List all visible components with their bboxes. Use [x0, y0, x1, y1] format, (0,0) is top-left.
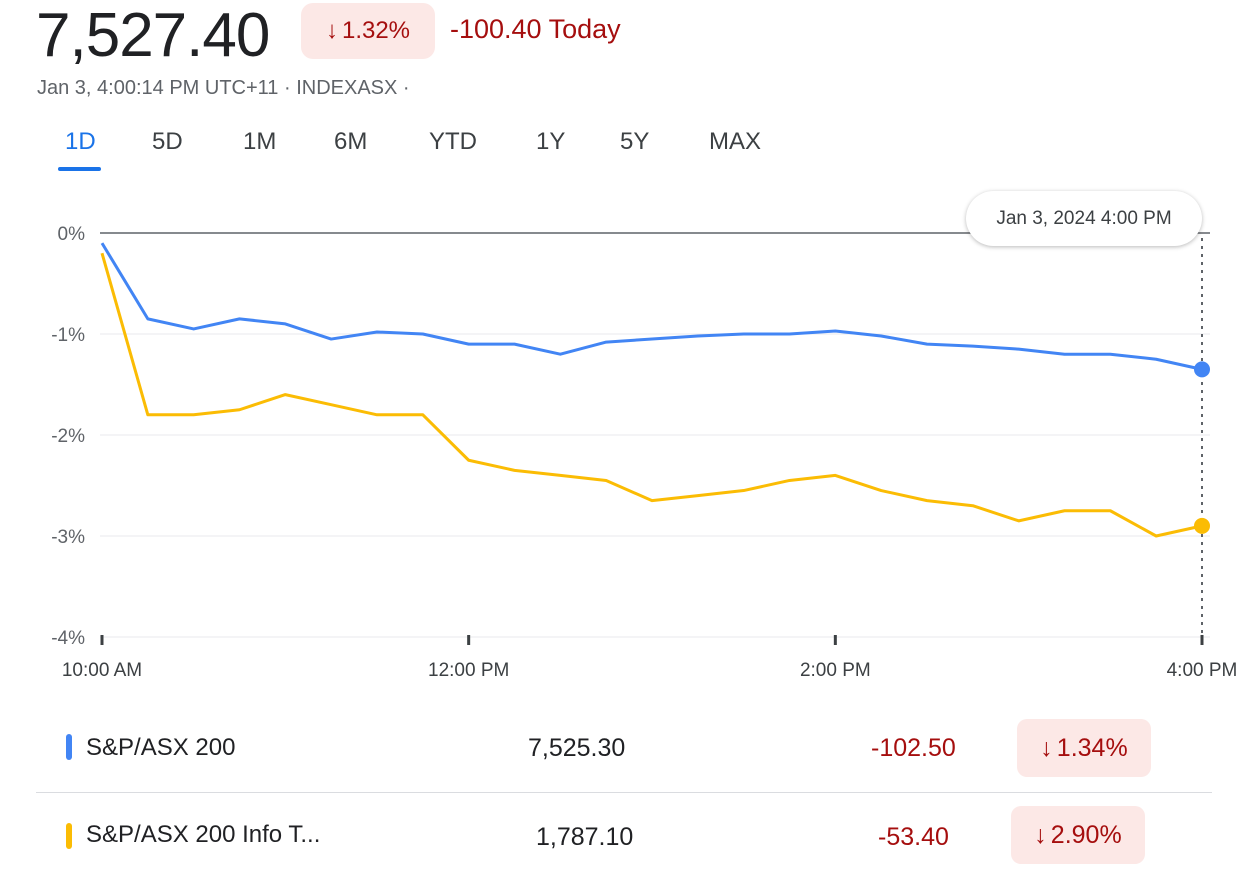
row-change-percent: 1.34% — [1056, 733, 1128, 762]
tab-1y[interactable]: 1Y — [536, 128, 566, 155]
tab-6m[interactable]: 6M — [334, 128, 368, 155]
series-line — [100, 242, 1203, 371]
change-percent-label: 1.32% — [341, 17, 411, 44]
tab-ytd[interactable]: YTD — [429, 128, 477, 155]
row-change: -53.40 — [878, 823, 949, 851]
x-tick-label: 4:00 PM — [1167, 660, 1238, 681]
price-chart[interactable]: 0% -1% -2% -3% -4% 10:00 AM 12:00 PM 2:00 PM 4:0… — [0, 180, 1250, 690]
x-tick-label: 12:00 PM — [428, 660, 509, 681]
y-tick-label: -4% — [51, 628, 85, 649]
row-change-percent-badge: ↓ 2.90% — [1011, 806, 1145, 864]
tab-1d[interactable]: 1D — [65, 128, 96, 155]
price-value: 7,527.40 — [36, 1, 270, 70]
row-value: 1,787.10 — [536, 823, 634, 851]
change-today-label: -100.40 Today — [450, 14, 621, 44]
comparison-row[interactable]: S&P/ASX 200 Info T... 1,787.10 -53.40 ↓ … — [36, 793, 1212, 879]
tab-5d[interactable]: 5D — [152, 128, 183, 155]
y-tick-label: -3% — [51, 527, 85, 548]
comparison-row[interactable]: S&P/ASX 200 7,525.30 -102.50 ↓ 1.34% — [36, 706, 1212, 792]
arrow-down-icon: ↓ — [1034, 820, 1047, 849]
tab-max[interactable]: MAX — [709, 128, 762, 155]
series-end-point — [1194, 517, 1210, 534]
tab-5y[interactable]: 5Y — [620, 128, 650, 155]
y-tick-label: -2% — [51, 426, 85, 447]
row-divider — [36, 792, 1212, 793]
y-tick-label: -1% — [51, 325, 85, 346]
row-change-percent: 2.90% — [1050, 820, 1122, 849]
change-percent-badge: ↓ 1.32% — [301, 3, 435, 59]
arrow-down-icon: ↓ — [325, 17, 338, 44]
y-tick-label: 0% — [58, 224, 86, 245]
x-tick-label: 10:00 AM — [62, 660, 142, 681]
row-change-percent-badge: ↓ 1.34% — [1017, 719, 1151, 777]
series-color-indicator — [66, 734, 72, 760]
row-name: S&P/ASX 200 — [86, 734, 236, 761]
tab-1m[interactable]: 1M — [243, 128, 277, 155]
row-value: 7,525.30 — [528, 734, 626, 762]
quote-meta: Jan 3, 4:00:14 PM UTC+11 · INDEXASX · — [37, 77, 410, 99]
series-end-point — [1194, 361, 1210, 378]
series-color-indicator — [66, 823, 72, 849]
active-tab-indicator — [58, 167, 101, 171]
row-change: -102.50 — [871, 734, 956, 762]
series-line — [100, 252, 1203, 538]
arrow-down-icon: ↓ — [1040, 733, 1053, 762]
chart-tooltip: Jan 3, 2024 4:00 PM — [966, 191, 1202, 246]
x-tick-label: 2:00 PM — [800, 660, 871, 681]
row-name: S&P/ASX 200 Info T... — [86, 821, 321, 848]
